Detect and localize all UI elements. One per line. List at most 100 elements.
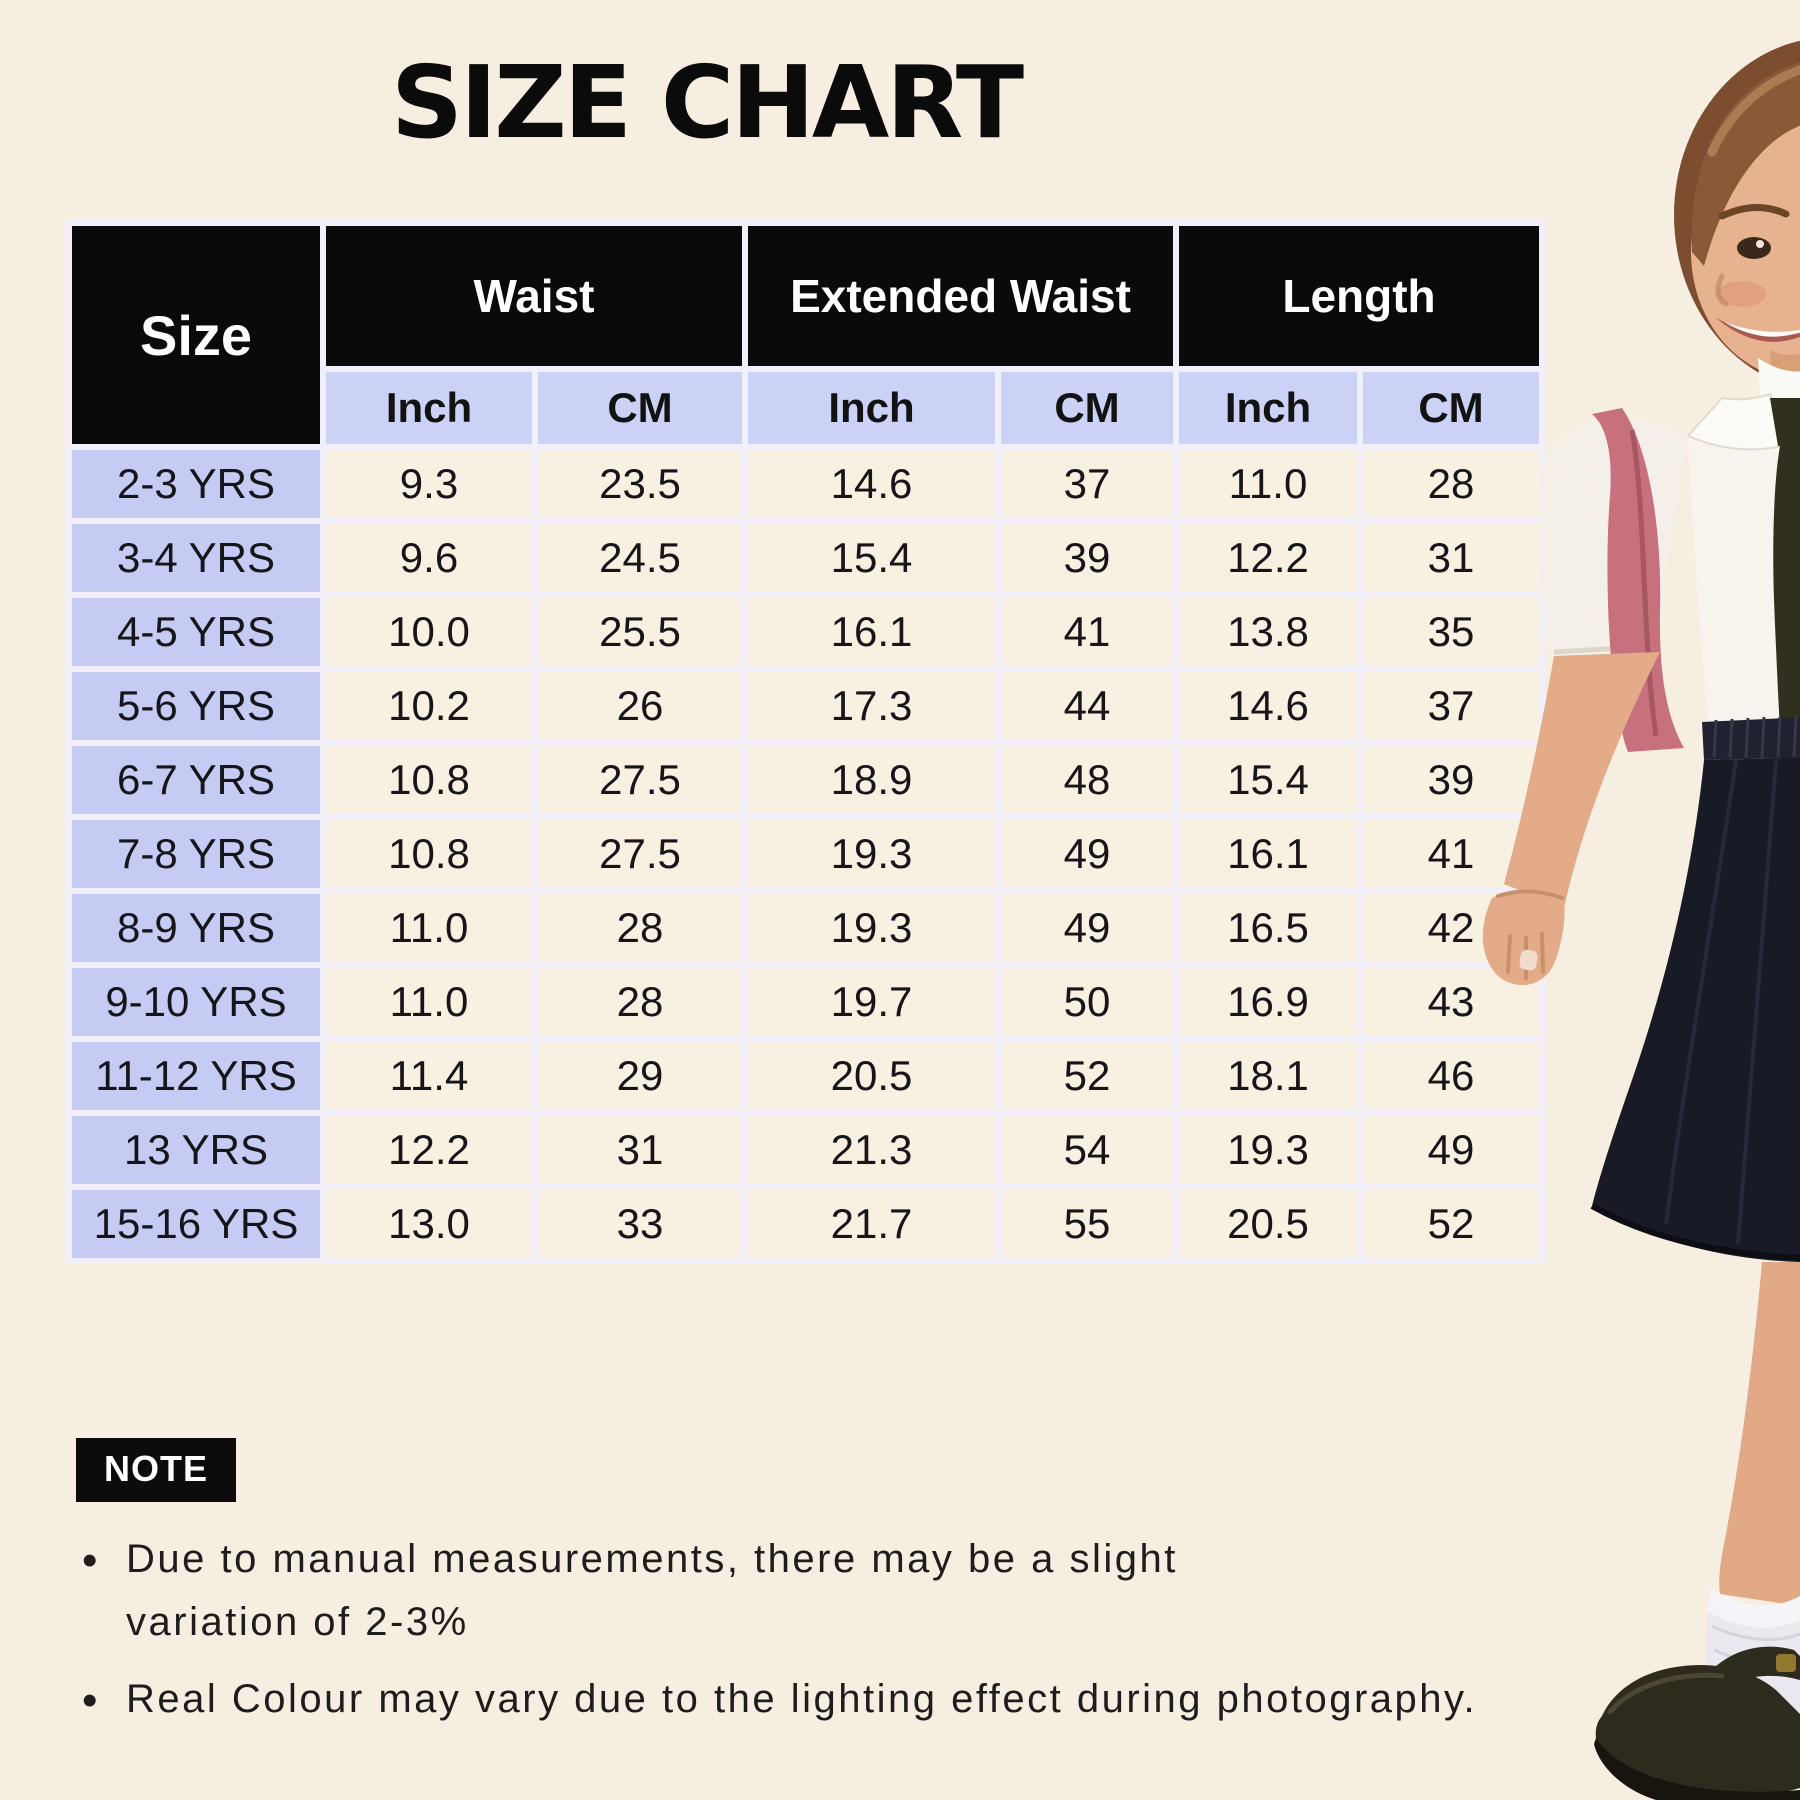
measurement-cell: 39	[1001, 524, 1173, 592]
table-row: 9-10 YRS 11.0 28 19.7 50 16.9 43	[72, 968, 1539, 1036]
measurement-cell: 28	[538, 894, 742, 962]
note-section: NOTE • Due to manual measurements, there…	[76, 1438, 1616, 1746]
table-row: 8-9 YRS 11.0 28 19.3 49 16.5 42	[72, 894, 1539, 962]
size-label-cell: 2-3 YRS	[72, 450, 320, 518]
girl-sock-folds	[1711, 1624, 1800, 1665]
girl-hair-highlight	[1707, 65, 1800, 157]
skirt-pleats	[1664, 759, 1778, 1245]
girl-eye-glint	[1756, 240, 1764, 248]
measurement-cell: 27.5	[538, 746, 742, 814]
measurement-cell: 18.1	[1179, 1042, 1357, 1110]
note-list: • Due to manual measurements, there may …	[76, 1528, 1616, 1732]
measurement-cell: 43	[1363, 968, 1539, 1036]
girl-teeth	[1724, 322, 1800, 337]
measurement-cell: 17.3	[748, 672, 995, 740]
measurement-cell: 52	[1363, 1190, 1539, 1258]
measurement-cell: 9.6	[326, 524, 532, 592]
girl-sleeve	[1538, 417, 1688, 658]
size-label-cell: 7-8 YRS	[72, 820, 320, 888]
measurement-cell: 11.4	[326, 1042, 532, 1110]
measurement-cell: 49	[1001, 820, 1173, 888]
measurement-cell: 21.3	[748, 1116, 995, 1184]
size-label-cell: 5-6 YRS	[72, 672, 320, 740]
shoe-highlight	[1607, 1672, 1725, 1715]
measurement-cell: 13.8	[1179, 598, 1357, 666]
girl-eyebrow	[1718, 203, 1790, 220]
size-chart-table: Size Waist Extended Waist Length Inch CM…	[66, 220, 1545, 1264]
table-row: 11-12 YRS 11.4 29 20.5 52 18.1 46	[72, 1042, 1539, 1110]
measurement-cell: 46	[1363, 1042, 1539, 1110]
note-item-text: Due to manual measurements, there may be…	[126, 1537, 1178, 1645]
column-header-extended-waist: Extended Waist	[748, 226, 1173, 366]
girl-sleeve-hem	[1553, 643, 1659, 655]
girl-cheek-blush	[1718, 281, 1766, 307]
measurement-cell: 41	[1001, 598, 1173, 666]
measurement-cell: 9.3	[326, 450, 532, 518]
size-label-cell: 15-16 YRS	[72, 1190, 320, 1258]
measurement-cell: 37	[1001, 450, 1173, 518]
girl-tie	[1773, 446, 1800, 952]
backpack-strap-shade	[1629, 429, 1659, 737]
measurement-cell: 12.2	[326, 1116, 532, 1184]
bullet-icon: •	[82, 1676, 100, 1726]
measurement-cell: 10.2	[326, 672, 532, 740]
girl-collar-wing	[1686, 392, 1784, 451]
measurement-cell: 50	[1001, 968, 1173, 1036]
table-row: 13 YRS 12.2 31 21.3 54 19.3 49	[72, 1116, 1539, 1184]
unit-header: Inch	[748, 372, 995, 444]
shoe-buckle	[1776, 1654, 1796, 1672]
girl-collar-band	[1758, 358, 1800, 405]
measurement-cell: 20.5	[748, 1042, 995, 1110]
size-label-cell: 6-7 YRS	[72, 746, 320, 814]
measurement-cell: 23.5	[538, 450, 742, 518]
measurement-cell: 14.6	[748, 450, 995, 518]
column-header-size: Size	[72, 226, 320, 444]
girl-hair-front	[1691, 61, 1800, 266]
note-item: • Due to manual measurements, there may …	[76, 1528, 1316, 1654]
measurement-cell: 16.1	[748, 598, 995, 666]
girl-eye	[1737, 237, 1771, 259]
skirt-hem-shadow	[1590, 1203, 1800, 1261]
skirt-waistband-ribbing	[1712, 715, 1798, 759]
measurement-cell: 11.0	[326, 894, 532, 962]
table-row: 6-7 YRS 10.8 27.5 18.9 48 15.4 39	[72, 746, 1539, 814]
girl-tie-knot	[1770, 398, 1800, 446]
note-item-text: Real Colour may vary due to the lighting…	[126, 1677, 1478, 1722]
measurement-cell: 28	[1363, 450, 1539, 518]
unit-header-row: Inch CM Inch CM Inch CM	[72, 372, 1539, 444]
girl-neck	[1766, 350, 1800, 413]
measurement-cell: 49	[1363, 1116, 1539, 1184]
girl-shoe	[1595, 1664, 1800, 1797]
measurement-cell: 14.6	[1179, 672, 1357, 740]
girl-sock-cuff	[1708, 1588, 1800, 1628]
group-header-row: Size Waist Extended Waist Length	[72, 226, 1539, 444]
measurement-cell: 49	[1001, 894, 1173, 962]
unit-header: CM	[1363, 372, 1539, 444]
unit-header: CM	[1001, 372, 1173, 444]
measurement-cell: 19.7	[748, 968, 995, 1036]
size-label-cell: 3-4 YRS	[72, 524, 320, 592]
measurement-cell: 42	[1363, 894, 1539, 962]
measurement-cell: 37	[1363, 672, 1539, 740]
measurement-cell: 52	[1001, 1042, 1173, 1110]
unit-header: CM	[538, 372, 742, 444]
measurement-cell: 55	[1001, 1190, 1173, 1258]
shoe-sole	[1594, 1738, 1800, 1800]
measurement-cell: 19.3	[1179, 1116, 1357, 1184]
girl-skirt	[1592, 757, 1800, 1262]
table-row: 15-16 YRS 13.0 33 21.7 55 20.5 52	[72, 1190, 1539, 1258]
size-label-cell: 9-10 YRS	[72, 968, 320, 1036]
measurement-cell: 11.0	[326, 968, 532, 1036]
size-label-cell: 4-5 YRS	[72, 598, 320, 666]
measurement-cell: 29	[538, 1042, 742, 1110]
measurement-cell: 27.5	[538, 820, 742, 888]
note-item: • Real Colour may vary due to the lighti…	[76, 1668, 1616, 1731]
page-title: SIZE CHART	[390, 44, 1024, 161]
note-badge: NOTE	[76, 1438, 237, 1502]
measurement-cell: 16.9	[1179, 968, 1357, 1036]
measurement-cell: 15.4	[1179, 746, 1357, 814]
size-label-cell: 11-12 YRS	[72, 1042, 320, 1110]
unit-header: Inch	[1179, 372, 1357, 444]
girl-shirt	[1688, 399, 1800, 742]
